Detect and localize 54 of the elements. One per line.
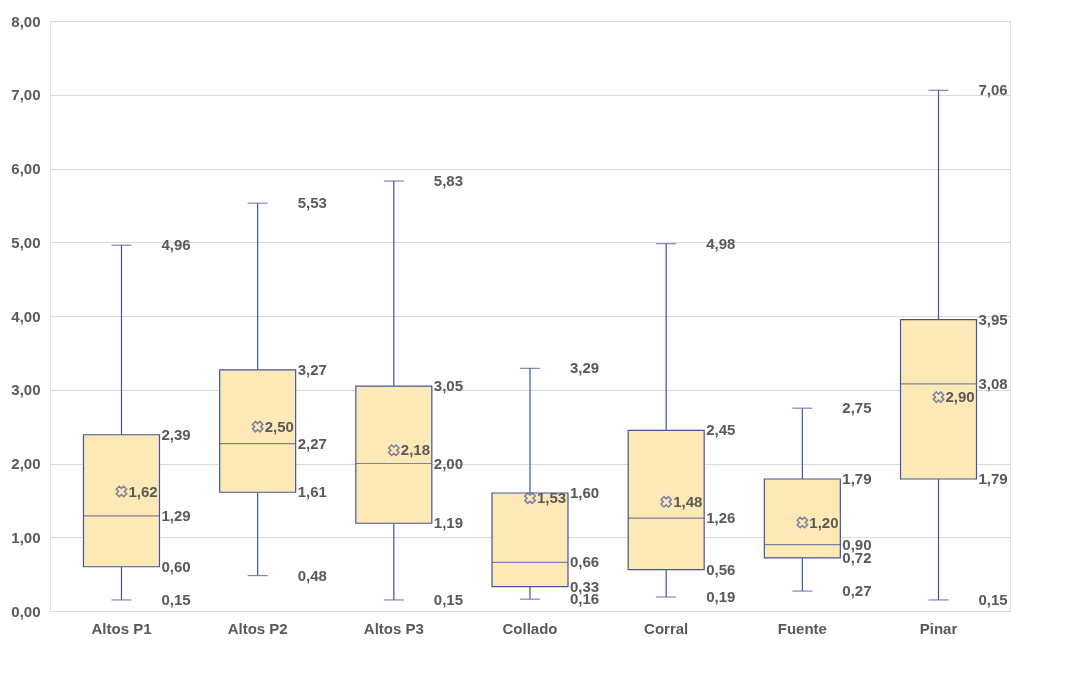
y-tick-label: 5,00 <box>11 233 41 251</box>
x-tick-label: Altos P2 <box>227 619 288 637</box>
text: 1,19 <box>433 514 464 532</box>
x-tick-label: Corral <box>644 619 689 637</box>
text: 3,05 <box>433 377 464 395</box>
text: 3,95 <box>978 310 1008 328</box>
text: 4,98 <box>706 234 736 252</box>
text: 3,27 <box>297 360 327 378</box>
x-tick-label: Altos P3 <box>363 619 424 637</box>
text: 5,83 <box>433 172 464 190</box>
text: 4,96 <box>161 236 191 254</box>
text: 2,50 <box>264 417 294 435</box>
text: 5,53 <box>297 194 327 212</box>
text: 0,27 <box>842 582 872 600</box>
text: 0,15 <box>978 590 1008 608</box>
x-tick-label: Pinar <box>919 619 958 637</box>
text: 7,06 <box>978 81 1008 99</box>
text: 1,60 <box>570 484 600 501</box>
text: 2,00 <box>433 454 464 472</box>
text: 1,29 <box>161 506 191 524</box>
text: 0,56 <box>706 560 736 578</box>
x-tick-label: Altos P1 <box>91 619 152 637</box>
text: 2,90 <box>945 388 975 406</box>
text: 2,75 <box>842 399 872 417</box>
text: 0,15 <box>433 590 464 608</box>
y-tick-label: 3,00 <box>11 381 41 399</box>
text: 0,66 <box>570 553 600 571</box>
text: 0,48 <box>297 566 327 584</box>
y-tick-label: 7,00 <box>11 86 41 104</box>
x-tick-label: Collado <box>502 619 558 637</box>
x-tick-label: Fuente <box>777 619 827 637</box>
y-tick-label: 4,00 <box>11 307 41 325</box>
text: 1,53 <box>537 489 567 507</box>
text: 2,18 <box>400 441 431 459</box>
y-tick-label: 2,00 <box>11 455 41 472</box>
text: 1,61 <box>297 483 327 501</box>
text: 0,60 <box>161 557 191 575</box>
text: 1,79 <box>842 469 872 487</box>
y-tick-label: 1,00 <box>11 528 41 546</box>
text: 2,45 <box>706 421 736 439</box>
text: 0,19 <box>706 587 736 605</box>
text: 1,20 <box>809 513 839 531</box>
text: 1,79 <box>978 469 1008 487</box>
text: 3,08 <box>978 374 1008 392</box>
y-tick-label: 0,00 <box>11 602 41 620</box>
text: 2,27 <box>297 434 327 452</box>
text: 1,62 <box>128 482 158 500</box>
text: 2,39 <box>161 425 191 443</box>
y-tick-label: 8,00 <box>11 12 41 30</box>
y-tick-label: 6,00 <box>11 160 41 177</box>
text: 1,48 <box>673 492 703 510</box>
text: 3,29 <box>570 359 600 377</box>
text: 0,15 <box>161 590 191 608</box>
text: 1,26 <box>706 509 736 527</box>
